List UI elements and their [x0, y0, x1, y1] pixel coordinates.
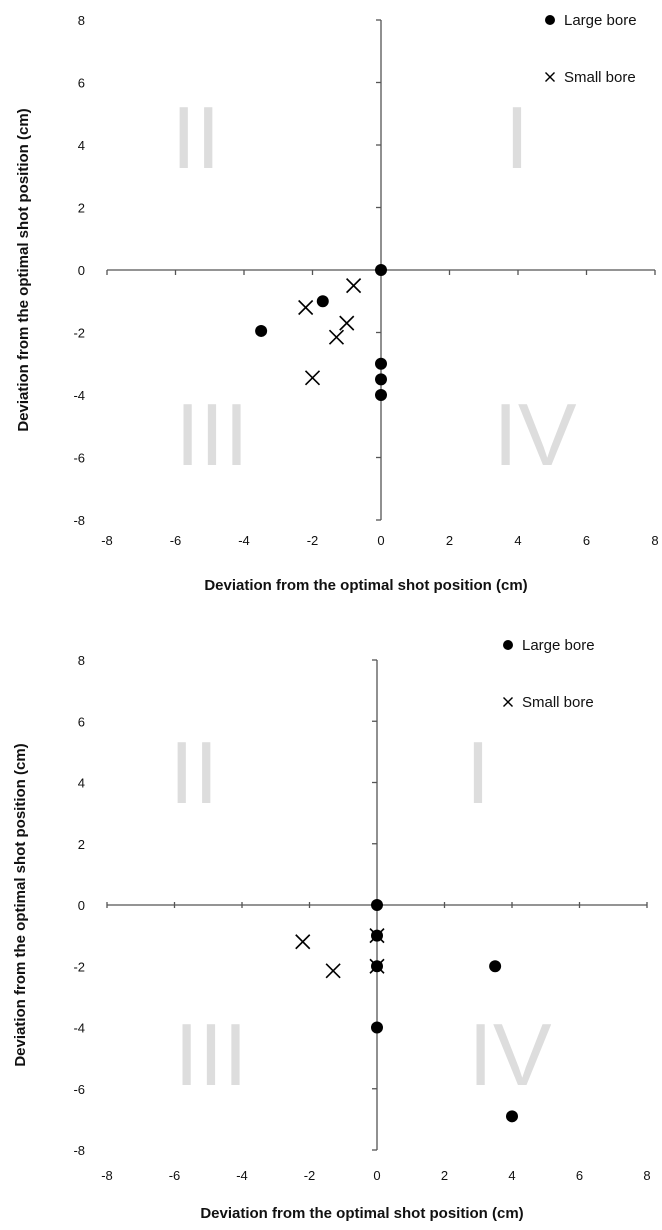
- large-bore-point: [375, 373, 387, 386]
- small-bore-point: [369, 928, 385, 944]
- large-bore-point: [375, 389, 387, 401]
- x-axis-title: Deviation from the optimal shot position…: [200, 1205, 523, 1222]
- x-tick-label: 2: [441, 1168, 448, 1183]
- legend-cross-icon: [545, 72, 555, 82]
- y-tick-label: -4: [73, 1021, 85, 1036]
- large-bore-point: [506, 1110, 518, 1123]
- large-bore-point: [375, 264, 387, 276]
- legend-label: Large bore: [522, 637, 595, 654]
- quadrant-label-II: II: [172, 88, 221, 187]
- quadrant-label-III: III: [175, 385, 248, 484]
- x-tick-label: 8: [643, 1168, 650, 1183]
- x-tick-label: 4: [514, 533, 521, 548]
- x-tick-label: 2: [446, 533, 453, 548]
- y-tick-label: 6: [78, 76, 85, 91]
- legend-label: Small bore: [564, 69, 636, 86]
- x-tick-label: -2: [307, 533, 319, 548]
- y-tick-label: -8: [73, 1143, 85, 1158]
- scatter-chart-bottom: I II III IV -8 -6 -4 -2 0 2 4 6 8 8 6 4 2 0 -2 -4 -6 -8 Deviat…: [0, 620, 662, 1230]
- legend-circle-icon: [503, 640, 513, 650]
- x-tick-label: -6: [169, 1168, 181, 1183]
- small-bore-point: [304, 370, 321, 386]
- y-tick-label: 0: [78, 263, 85, 278]
- y-tick-label: -2: [73, 959, 85, 974]
- x-tick-label: 4: [508, 1168, 515, 1183]
- small-bore-point: [346, 278, 362, 294]
- small-bore-point: [295, 934, 311, 950]
- legend-label: Large bore: [564, 12, 637, 29]
- small-bore-point: [328, 329, 345, 345]
- y-tick-label: 6: [78, 714, 85, 729]
- quadrant-label-IV: IV: [493, 385, 576, 484]
- x-axis-title: Deviation from the optimal shot position…: [204, 577, 527, 594]
- y-tick-label: 8: [78, 653, 85, 668]
- y-tick-label: 4: [78, 138, 85, 153]
- small-bore-point: [298, 299, 314, 316]
- x-tick-label: 8: [651, 533, 658, 548]
- quadrant-label-I: I: [505, 88, 529, 187]
- y-tick-label: 2: [78, 201, 85, 216]
- legend-cross-icon: [503, 697, 513, 707]
- large-bore-point: [316, 295, 329, 308]
- large-bore-point: [375, 357, 387, 370]
- x-tick-label: 0: [373, 1168, 380, 1183]
- large-bore-point: [371, 1021, 383, 1034]
- x-tick-label: -4: [238, 533, 250, 548]
- y-tick-label: 0: [78, 898, 85, 913]
- y-tick-label: 4: [78, 776, 85, 791]
- x-tick-label: -8: [101, 1168, 113, 1183]
- legend-circle-icon: [545, 15, 555, 25]
- x-tick-label: 6: [576, 1168, 583, 1183]
- x-tick-label: -4: [236, 1168, 248, 1183]
- quadrant-label-IV: IV: [468, 1005, 551, 1104]
- scatter-chart-top: I II III IV -8 -6 -4 -2 0 2 4 6 8 8 6 4 2 0 -2 -4 -6 -8 Deviat…: [0, 0, 662, 610]
- y-tick-label: -2: [73, 326, 85, 341]
- x-tick-label: -8: [101, 533, 113, 548]
- y-tick-label: 8: [78, 13, 85, 28]
- x-tick-label: 6: [583, 533, 590, 548]
- quadrant-label-II: II: [170, 723, 219, 822]
- small-bore-point: [369, 958, 385, 974]
- small-bore-point: [325, 963, 341, 979]
- legend-label: Small bore: [522, 694, 594, 711]
- y-tick-label: 2: [78, 837, 85, 852]
- large-bore-point: [489, 960, 502, 973]
- x-tick-label: 0: [377, 533, 384, 548]
- y-tick-label: -8: [73, 513, 85, 528]
- quadrant-label-I: I: [466, 723, 490, 822]
- large-bore-point: [371, 899, 383, 911]
- small-bore-point: [339, 315, 355, 331]
- quadrant-label-III: III: [174, 1005, 247, 1104]
- y-tick-label: -4: [73, 388, 85, 403]
- y-axis-title: Deviation from the optimal shot position…: [15, 108, 32, 431]
- y-tick-label: -6: [73, 1082, 85, 1097]
- large-bore-point: [255, 324, 268, 337]
- y-tick-label: -6: [73, 451, 85, 466]
- y-axis-title: Deviation from the optimal shot position…: [12, 743, 29, 1066]
- x-tick-label: -6: [170, 533, 182, 548]
- x-tick-label: -2: [304, 1168, 316, 1183]
